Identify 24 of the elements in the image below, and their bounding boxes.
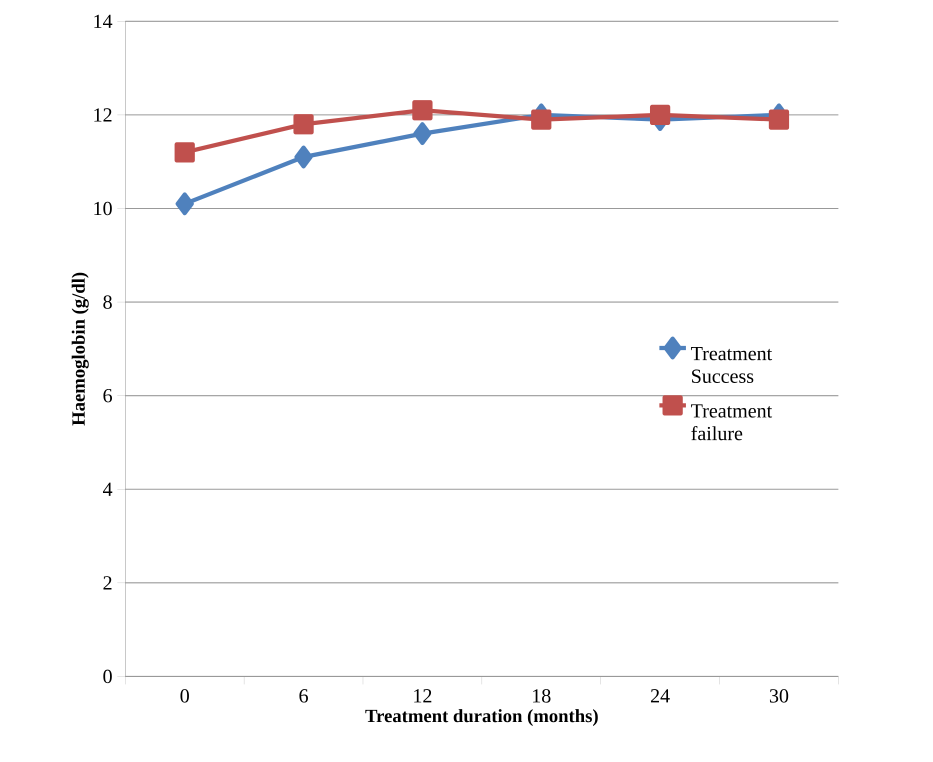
legend-label: Treatment failure [691,404,772,440]
y-tick-label: 14 [94,14,112,28]
y-tick-label: 0 [103,669,112,683]
point [176,192,194,216]
y-axis-title: Haemoglobin (g/dl) [72,272,89,426]
y-tick-label: 10 [94,202,112,216]
y-tick-label: 6 [103,388,112,402]
y-tick-label: 12 [94,108,112,122]
point [174,142,195,162]
y-tick-label: 4 [102,482,112,496]
y-tick-label: 2 [103,576,112,590]
x-tick-label: 30 [770,688,788,702]
point [293,114,314,134]
x-tick-label: 12 [414,688,432,702]
x-tick-label: 18 [533,688,550,702]
point [294,145,313,168]
legend-label: Treatment Success [691,346,772,383]
point [413,122,432,145]
point [412,100,433,120]
x-tick-label: 24 [650,688,670,702]
x-tick-label: 6 [299,688,308,702]
x-axis-title: Treatment duration (months) [365,708,598,726]
x-tick-label: 0 [180,688,189,702]
y-tick-label: 8 [103,295,112,309]
